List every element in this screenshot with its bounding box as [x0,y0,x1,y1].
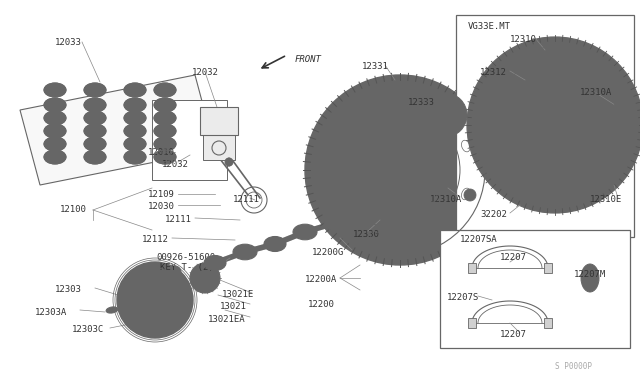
Text: 12032: 12032 [192,68,219,77]
Text: VG33E.MT: VG33E.MT [468,22,511,31]
Text: 12310: 12310 [510,35,537,44]
Ellipse shape [325,217,345,230]
Ellipse shape [265,237,285,250]
Bar [468,263,476,273]
Ellipse shape [154,83,176,97]
Text: 12207: 12207 [500,330,527,339]
Circle shape [423,93,467,137]
Text: 12200: 12200 [308,300,335,309]
Circle shape [225,158,233,166]
Ellipse shape [293,224,317,240]
Circle shape [467,37,640,213]
Ellipse shape [264,237,286,251]
Ellipse shape [324,215,346,231]
Text: S P0000P: S P0000P [555,362,592,371]
Text: 12100: 12100 [60,205,87,214]
Ellipse shape [380,199,400,212]
Text: 12030: 12030 [148,202,175,211]
Text: 12112: 12112 [142,235,169,244]
Ellipse shape [44,111,66,125]
Circle shape [169,266,181,278]
Text: 12200A: 12200A [305,275,337,284]
Ellipse shape [44,83,66,97]
Ellipse shape [379,198,401,212]
Text: 12207: 12207 [500,253,527,262]
Ellipse shape [233,244,257,260]
Text: 12330: 12330 [353,230,380,239]
Text: KEY T- (2): KEY T- (2) [160,263,214,272]
Bar [468,318,476,328]
Ellipse shape [124,83,146,97]
Ellipse shape [84,83,106,97]
Ellipse shape [84,98,106,112]
Text: 12207S: 12207S [447,293,479,302]
Text: 12109: 12109 [148,190,175,199]
Text: 12111: 12111 [165,215,192,224]
Text: 12207M: 12207M [574,270,606,279]
Bar [456,15,634,237]
Ellipse shape [84,124,106,138]
Ellipse shape [204,256,226,270]
Ellipse shape [154,150,176,164]
Bar [544,263,552,273]
Circle shape [190,263,220,293]
Text: 12331: 12331 [362,62,389,71]
Ellipse shape [154,111,176,125]
Ellipse shape [205,257,225,269]
Bar [200,107,238,135]
Ellipse shape [44,98,66,112]
Polygon shape [20,75,215,185]
Text: 12303C: 12303C [72,325,104,334]
Text: FRONT: FRONT [295,55,322,64]
Text: 12111: 12111 [233,195,260,204]
Ellipse shape [124,137,146,151]
Ellipse shape [106,307,118,313]
Text: 12032: 12032 [162,160,189,169]
Text: 12033: 12033 [55,38,82,47]
Text: 12310A: 12310A [580,88,612,97]
Circle shape [305,75,495,265]
Text: 00926-51600: 00926-51600 [156,253,215,262]
Ellipse shape [124,98,146,112]
Ellipse shape [348,207,372,223]
Text: 12310A: 12310A [430,195,462,204]
Text: 32202: 32202 [480,210,507,219]
Text: 12010: 12010 [148,148,175,157]
Ellipse shape [44,137,66,151]
Ellipse shape [154,137,176,151]
Ellipse shape [154,124,176,138]
Text: 13021EA: 13021EA [208,315,246,324]
Ellipse shape [124,124,146,138]
Circle shape [464,189,476,201]
Bar [544,318,552,328]
Text: 12207SA: 12207SA [460,235,498,244]
Bar [203,135,235,160]
Ellipse shape [44,150,66,164]
Text: 12303A: 12303A [35,308,67,317]
Ellipse shape [124,150,146,164]
Text: 13021E: 13021E [222,290,254,299]
Bar [440,230,630,348]
Ellipse shape [614,92,622,108]
Ellipse shape [581,264,599,292]
Text: 13021: 13021 [220,302,247,311]
Text: 12303: 12303 [55,285,82,294]
Ellipse shape [154,98,176,112]
Text: 12200G: 12200G [312,248,344,257]
Bar [152,100,227,180]
Ellipse shape [84,137,106,151]
Ellipse shape [84,111,106,125]
Text: 12312: 12312 [480,68,507,77]
Ellipse shape [84,150,106,164]
Circle shape [117,262,193,338]
Ellipse shape [124,111,146,125]
Text: 12333: 12333 [408,98,435,107]
Ellipse shape [44,124,66,138]
Text: 12310E: 12310E [590,195,622,204]
